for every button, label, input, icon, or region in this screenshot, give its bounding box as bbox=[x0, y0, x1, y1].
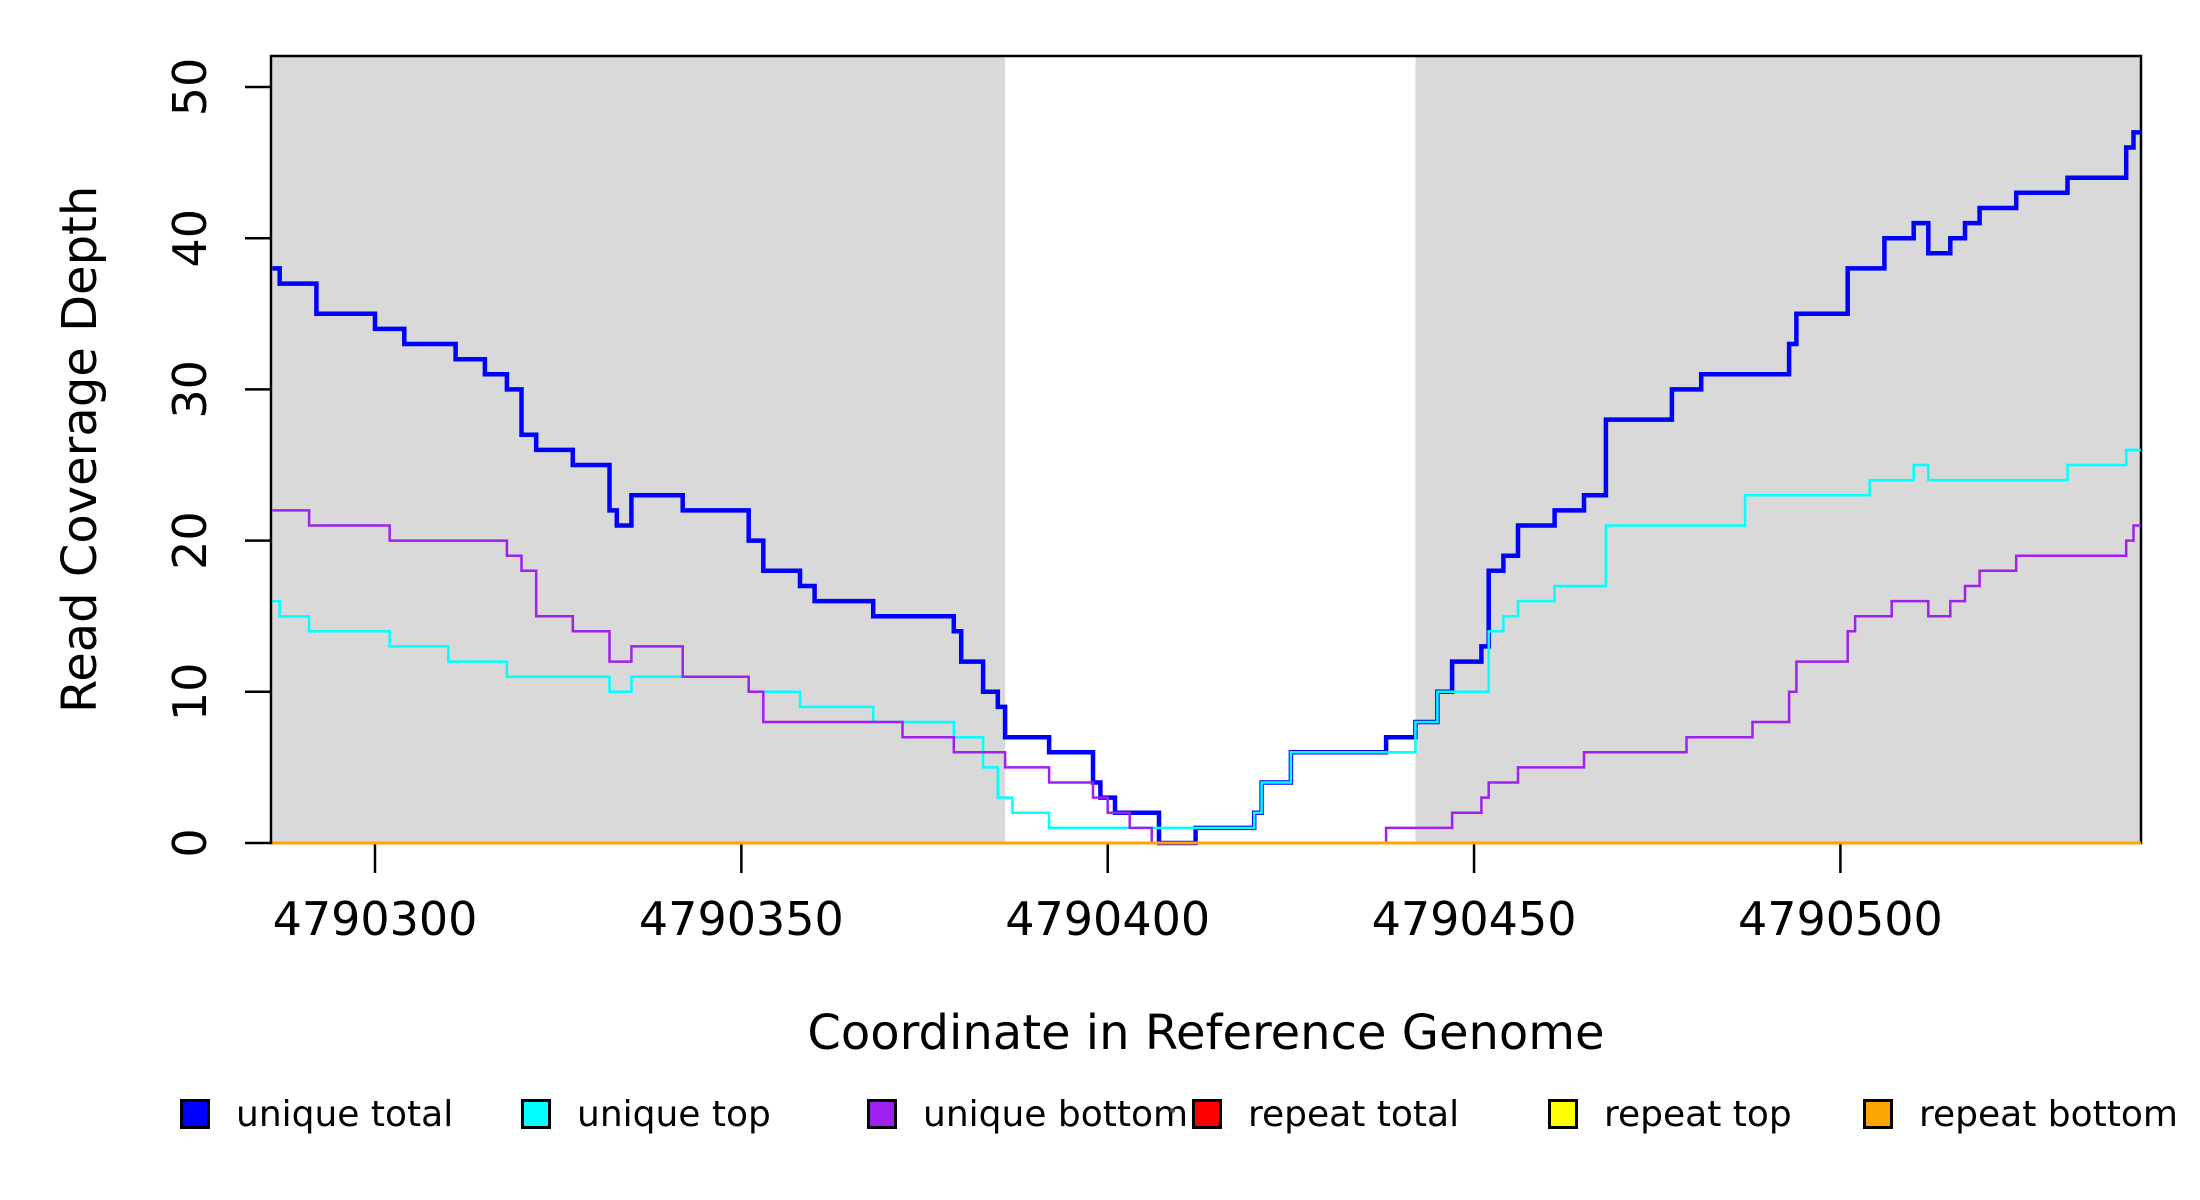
legend-label: unique bottom bbox=[923, 1093, 1189, 1135]
legend-label: unique top bbox=[577, 1093, 771, 1135]
x-tick-label: 4790350 bbox=[639, 892, 844, 946]
series-unique-top bbox=[272, 448, 2141, 830]
legend-label: repeat bottom bbox=[1919, 1093, 2178, 1135]
legend-label: repeat top bbox=[1604, 1093, 1792, 1135]
y-tick-label: 30 bbox=[163, 360, 217, 419]
legend-swatch-icon bbox=[1863, 1099, 1893, 1129]
legend-item-unique-bottom: unique bottom bbox=[867, 1092, 1188, 1136]
legend: unique total unique top unique bottom repea… bbox=[0, 1092, 2200, 1142]
x-tick-label: 4790450 bbox=[1372, 892, 1577, 946]
legend-item-repeat-total: repeat total bbox=[1192, 1092, 1459, 1136]
legend-swatch-icon bbox=[867, 1099, 897, 1129]
y-tick-label: 50 bbox=[163, 58, 217, 117]
legend-item-repeat-top: repeat top bbox=[1548, 1092, 1792, 1136]
legend-swatch-icon bbox=[1548, 1099, 1578, 1129]
y-tick-label: 20 bbox=[163, 511, 217, 570]
y-axis-title: Read Coverage Depth bbox=[52, 185, 108, 714]
y-tick-label: 10 bbox=[163, 663, 217, 722]
stray-dot bbox=[1170, 1108, 1175, 1113]
legend-swatch-icon bbox=[1192, 1099, 1222, 1129]
x-tick-label: 4790500 bbox=[1738, 892, 1943, 946]
y-tick-label: 40 bbox=[163, 209, 217, 268]
series-unique-bottom bbox=[272, 509, 2141, 845]
x-axis-title: Coordinate in Reference Genome bbox=[807, 1005, 1605, 1061]
legend-swatch-icon bbox=[521, 1099, 551, 1129]
legend-item-unique-top: unique top bbox=[521, 1092, 771, 1136]
shaded-region bbox=[1415, 56, 2141, 843]
legend-label: repeat total bbox=[1248, 1093, 1460, 1135]
shaded-region bbox=[272, 56, 1006, 843]
series-unique-total bbox=[272, 130, 2141, 846]
legend-label: unique total bbox=[236, 1093, 454, 1135]
legend-item-repeat-bottom: repeat bottom bbox=[1863, 1092, 2178, 1136]
legend-swatch-icon bbox=[180, 1099, 210, 1129]
legend-item-unique-total: unique total bbox=[180, 1092, 453, 1136]
x-tick-label: 4790300 bbox=[273, 892, 478, 946]
y-tick-label: 0 bbox=[163, 828, 217, 857]
x-tick-label: 4790400 bbox=[1005, 892, 1210, 946]
